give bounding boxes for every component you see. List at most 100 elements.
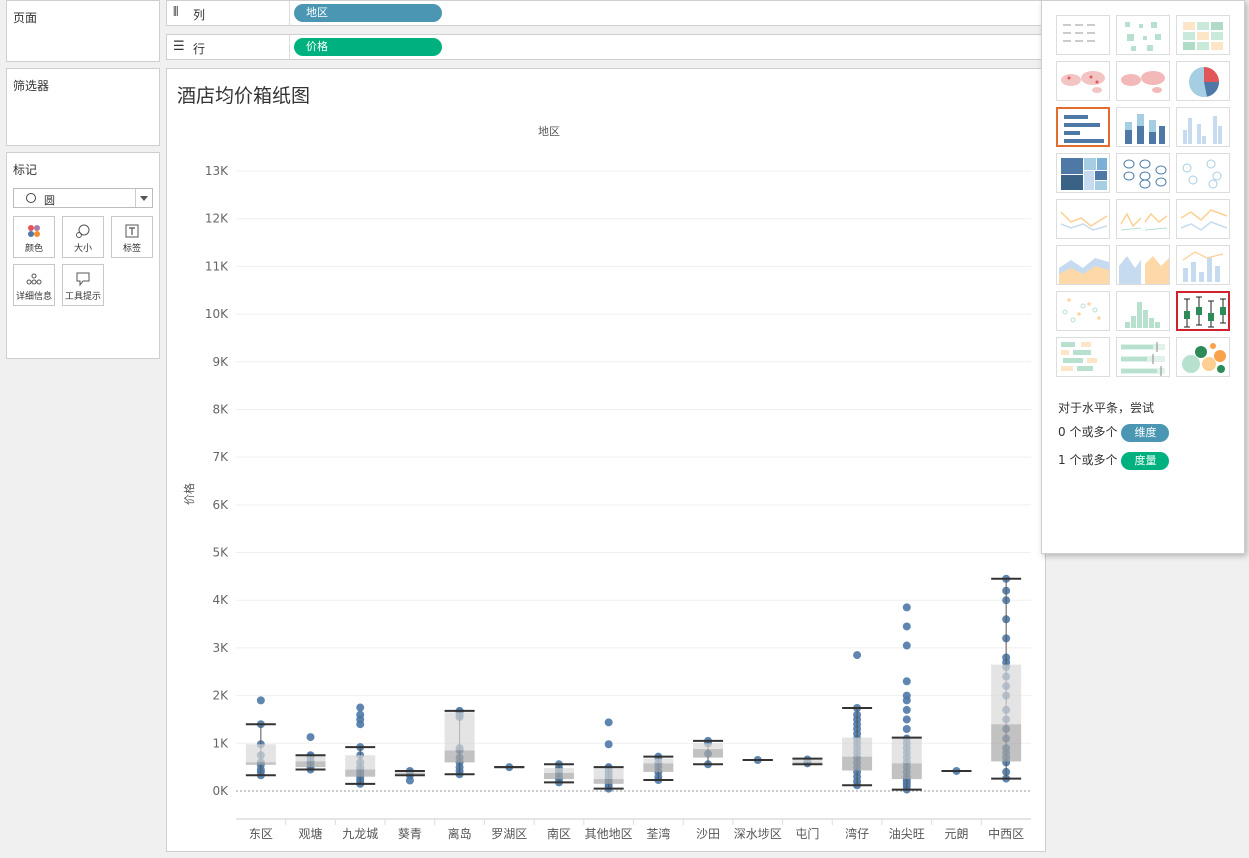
show-me-area-continuous[interactable] (1056, 245, 1110, 285)
show-me-highlight-table[interactable] (1176, 15, 1230, 55)
treemap-icon (1061, 158, 1107, 190)
pages-panel[interactable]: 页面 (6, 0, 160, 62)
show-me-treemap[interactable] (1056, 153, 1110, 193)
y-tick-label: 0K (212, 784, 229, 798)
box-upper (295, 756, 326, 762)
y-tick-label: 9K (212, 355, 229, 369)
rows-pill-price[interactable]: 价格 (294, 38, 442, 56)
data-point (902, 691, 911, 700)
dual-combination-icon (1182, 251, 1224, 282)
y-tick-label: 7K (212, 450, 229, 464)
pie-chart-icon (1189, 67, 1219, 97)
worksheet-title: 酒店均价箱纸图 (177, 85, 311, 107)
packed-bubbles-icon (1182, 343, 1226, 373)
data-point (306, 733, 315, 742)
show-me-area-discrete[interactable] (1116, 245, 1170, 285)
highlight-table-icon (1183, 22, 1223, 50)
horizontal-bars-icon (1064, 115, 1104, 143)
y-axis-title: 价格 (182, 483, 196, 505)
x-tick-label: 沙田 (696, 827, 720, 841)
x-tick-label: 离岛 (448, 826, 472, 841)
marks-title: 标记 (13, 163, 38, 177)
show-me-filled-map[interactable] (1116, 61, 1170, 101)
x-axis-title: 地区 (538, 125, 560, 138)
text-table-icon (1063, 24, 1095, 42)
side-by-side-bars-icon (1183, 116, 1222, 144)
show-me-box-and-whisker[interactable] (1176, 291, 1230, 331)
data-point (356, 703, 365, 712)
columns-label: 列 (193, 8, 206, 22)
label-label: 标签 (122, 244, 141, 254)
show-me-discrete-lines[interactable] (1116, 199, 1170, 239)
show-me-circle-views[interactable] (1116, 153, 1170, 193)
data-point (902, 715, 911, 724)
show-me-hint-title: 对于水平条，尝试 (1058, 401, 1155, 415)
box-lower (245, 762, 276, 765)
show-me-stacked-bars[interactable] (1116, 107, 1170, 147)
label-button[interactable]: 标签 (111, 216, 153, 258)
box-lower (345, 769, 376, 777)
data-point (256, 696, 265, 705)
worksheet-view[interactable]: 酒店均价箱纸图 地区 价格 0K 1K 2K 3K 4K 5K 6K 7K 8K 9K 10K 11K 12… (166, 68, 1046, 852)
show-me-continuous-lines[interactable] (1056, 199, 1110, 239)
show-me-histogram[interactable] (1116, 291, 1170, 331)
y-tick-label: 3K (212, 641, 229, 655)
show-me-dual-combination[interactable] (1176, 245, 1230, 285)
y-tick-label: 2K (212, 689, 229, 703)
hint-dim-text: 0 个或多个 (1058, 425, 1118, 439)
show-me-side-by-side-circles[interactable] (1176, 153, 1230, 193)
show-me-symbol-map[interactable] (1056, 61, 1110, 101)
filters-panel[interactable]: 筛选器 (6, 68, 160, 146)
size-label: 大小 (73, 244, 92, 254)
data-point (853, 651, 862, 660)
bullet-graph-icon (1121, 342, 1165, 376)
filled-map-icon (1121, 71, 1165, 93)
data-point (902, 603, 911, 612)
pages-title: 页面 (13, 11, 38, 25)
show-me-pie-chart[interactable] (1176, 61, 1230, 101)
color-label: 颜色 (24, 244, 43, 254)
box-lower (394, 772, 425, 775)
x-tick-label: 其他地区 (585, 827, 633, 841)
scatter-plot-icon (1062, 298, 1101, 323)
data-point (902, 705, 911, 714)
rows-shelf[interactable]: ☰ 行 价格 (166, 34, 1046, 60)
y-tick-label: 12K (205, 212, 229, 226)
show-me-horizontal-bars[interactable] (1056, 107, 1110, 147)
data-point (902, 677, 911, 686)
columns-pill-region[interactable]: 地区 (294, 4, 442, 22)
show-me-side-by-side-bars[interactable] (1176, 107, 1230, 147)
box-lower (991, 724, 1022, 762)
show-me-packed-bubbles[interactable] (1176, 337, 1230, 377)
size-button[interactable]: 大小 (62, 216, 104, 258)
color-button[interactable]: 颜色 (13, 216, 55, 258)
show-me-scatter-plot[interactable] (1056, 291, 1110, 331)
circle-views-icon (1123, 159, 1167, 189)
box-upper (891, 738, 922, 764)
hint-mea-text: 1 个或多个 (1058, 453, 1118, 467)
show-me-text-table[interactable] (1056, 15, 1110, 55)
detail-button[interactable]: 详细信息 (13, 264, 55, 306)
dual-lines-icon (1180, 209, 1228, 231)
box-upper (643, 758, 674, 764)
y-tick-label: 5K (212, 546, 229, 560)
box-lower (643, 763, 674, 772)
columns-shelf[interactable]: ⫴ 列 地区 (166, 0, 1046, 26)
show-me-dual-lines[interactable] (1176, 199, 1230, 239)
y-tick-label: 10K (205, 307, 229, 321)
box-upper (693, 743, 724, 750)
rows-icon: ☰ (173, 39, 185, 54)
show-me-heat-map[interactable] (1116, 15, 1170, 55)
show-me-gantt[interactable] (1056, 337, 1110, 377)
data-point (902, 622, 911, 631)
tooltip-button[interactable]: 工具提示 (62, 264, 104, 306)
box-upper (842, 737, 873, 757)
x-tick-label: 元朗 (944, 827, 968, 841)
chevron-down-icon[interactable] (135, 189, 152, 207)
filters-title: 筛选器 (13, 79, 50, 93)
box-and-whisker-icon (1184, 296, 1226, 328)
show-me-bullet-graph[interactable] (1116, 337, 1170, 377)
mark-type-dropdown[interactable]: 圆 (13, 188, 153, 208)
box-upper (991, 664, 1022, 725)
